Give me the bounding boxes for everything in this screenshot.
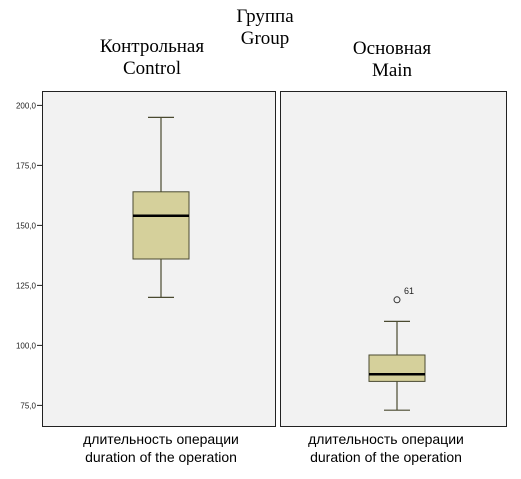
outlier-label-1-0: 61 [404,286,414,296]
column-title-control: Контрольная Control [52,36,252,80]
column-title-main: Основная Main [292,38,492,82]
y-tick-label-2: 125,0 [16,281,37,290]
x-axis-label-main-ru: длительность операции [308,431,464,447]
box-1 [368,354,426,382]
column-title-control-en: Control [122,58,182,79]
x-axis-label-main: длительность операции duration of the op… [271,430,501,466]
column-title-main-en: Main [371,60,413,81]
y-tick-label-1: 100,0 [16,341,37,350]
outlier-point-1-0 [393,296,401,304]
column-title-main-ru: Основная [352,38,432,59]
x-axis-label-control-en: duration of the operation [85,449,237,465]
x-axis-label-main-en: duration of the operation [310,449,462,465]
y-tick-label-0: 75,0 [20,401,36,410]
y-tick-label-5: 200,0 [16,101,37,110]
group-title: Группа Group [210,6,320,50]
column-title-control-ru: Контрольная [99,36,205,57]
x-axis-label-control-ru: длительность операции [83,431,239,447]
box-0 [132,191,190,260]
x-axis-label-control: длительность операции duration of the op… [46,430,276,466]
group-title-ru: Группа [236,6,294,27]
group-title-en: Group [240,28,290,49]
y-tick-label-4: 175,0 [16,161,37,170]
y-tick-label-3: 150,0 [16,221,37,230]
